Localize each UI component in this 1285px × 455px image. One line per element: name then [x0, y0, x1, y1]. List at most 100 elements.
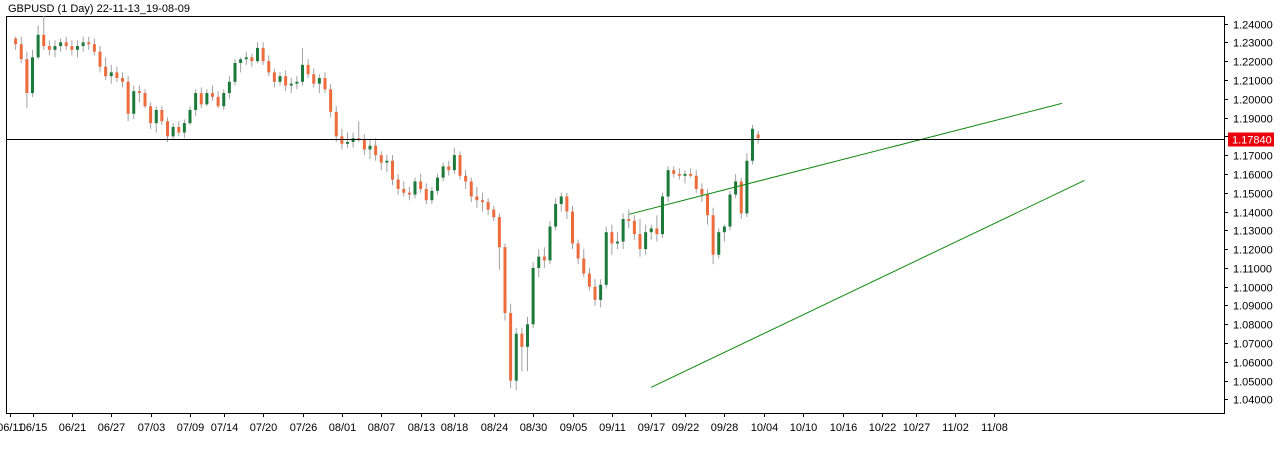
candle-down: [14, 38, 18, 45]
y-tick-label: 1.14000: [1233, 208, 1273, 220]
candle-up: [666, 170, 670, 197]
candle-up: [109, 72, 113, 77]
candle-up: [205, 93, 209, 105]
candle-up: [346, 141, 349, 144]
candle-up: [132, 91, 136, 114]
candle-down: [211, 93, 214, 97]
y-tick-label: 1.05000: [1233, 377, 1273, 389]
candle-up: [233, 62, 237, 82]
candle-up: [317, 78, 321, 84]
candle-down: [391, 160, 394, 180]
x-tick-label: 10/22: [869, 422, 897, 434]
x-tick-label: 06/15: [20, 422, 48, 434]
x-tick-label: 06/11: [0, 422, 24, 434]
candle-up: [728, 194, 732, 227]
candle-up: [81, 42, 85, 47]
x-tick-label: 09/17: [638, 422, 666, 434]
x-tick-label: 07/20: [250, 422, 278, 434]
y-tick-label: 1.23000: [1233, 38, 1273, 50]
candle-up: [171, 126, 175, 137]
candle-down: [520, 333, 524, 347]
candle-down: [334, 111, 338, 137]
y-tick-label: 1.15000: [1233, 189, 1273, 201]
x-tick-label: 08/18: [441, 422, 469, 434]
y-tick-label: 1.10000: [1233, 283, 1273, 295]
x-tick-label: 06/27: [98, 422, 126, 434]
y-tick-label: 1.07000: [1233, 339, 1273, 351]
candle-down: [92, 44, 96, 52]
candle-down: [587, 273, 591, 287]
x-tick-label: 09/22: [672, 422, 700, 434]
candle-down: [486, 202, 490, 210]
candle-up: [430, 190, 434, 201]
candle-up: [76, 46, 79, 50]
candle-up: [526, 324, 529, 347]
candle-up: [59, 42, 63, 47]
price-axis: 1.04000 1.05000 1.06000 1.07000 1.08000 1.090…: [1224, 20, 1273, 407]
candle-down: [126, 81, 130, 114]
plot-frame: [6, 16, 1225, 414]
candle-up: [559, 196, 563, 204]
candle-down: [655, 228, 659, 235]
candle-down: [98, 51, 102, 67]
candle-up: [154, 109, 158, 124]
candle-up: [436, 177, 439, 191]
candle-down: [424, 188, 428, 201]
candle-up: [368, 145, 372, 150]
candle-down: [694, 175, 698, 189]
candle-up: [531, 267, 535, 325]
candle-up: [182, 123, 186, 133]
x-tick-label: 07/26: [290, 422, 318, 434]
trendline: [651, 180, 1085, 388]
candle-up: [256, 47, 259, 62]
candle-up: [616, 241, 619, 244]
candle-down: [104, 66, 108, 77]
x-tick-label: 09/11: [599, 422, 626, 434]
candle-down: [374, 145, 378, 156]
candle-up: [683, 173, 687, 176]
candle-down: [25, 59, 29, 94]
candle-down: [464, 175, 468, 182]
chart-title: GBPUSD (1 Day) 22-11-13_19-08-09: [8, 3, 190, 15]
candle-down: [199, 93, 203, 105]
candle-up: [244, 57, 248, 60]
x-tick-label: 08/24: [481, 422, 509, 434]
candle-down: [177, 126, 181, 133]
candle-down: [379, 155, 383, 163]
candle-up: [278, 76, 282, 82]
candle-down: [632, 220, 636, 235]
candle-up: [239, 59, 243, 63]
y-tick-label: 1.12000: [1233, 245, 1273, 257]
candle-down: [627, 219, 631, 221]
candle-down: [458, 155, 462, 176]
candle-down: [250, 57, 254, 62]
candle-up: [722, 226, 726, 233]
candle-down: [329, 89, 333, 112]
x-tick-label: 10/04: [751, 422, 779, 434]
candle-down: [19, 44, 23, 60]
candle-down: [756, 134, 760, 139]
y-tick-label: 1.13000: [1233, 226, 1273, 238]
x-tick-label: 08/01: [329, 422, 357, 434]
candle-down: [121, 78, 124, 82]
candle-up: [36, 34, 40, 58]
candle-down: [677, 173, 681, 176]
candle-up: [295, 81, 299, 84]
candle-up: [599, 284, 603, 300]
candle-up: [194, 93, 198, 110]
candle-down: [638, 234, 642, 250]
candle-up: [644, 232, 648, 250]
x-tick-label: 06/21: [59, 422, 87, 434]
candle-down: [497, 217, 501, 248]
candle-up: [301, 64, 304, 82]
candle-down: [700, 188, 704, 195]
y-tick-label: 1.09000: [1233, 301, 1273, 313]
candle-down: [402, 188, 406, 193]
candle-down: [396, 179, 400, 189]
candle-down: [509, 313, 513, 381]
candle-up: [649, 228, 653, 233]
candle-down: [576, 243, 580, 259]
